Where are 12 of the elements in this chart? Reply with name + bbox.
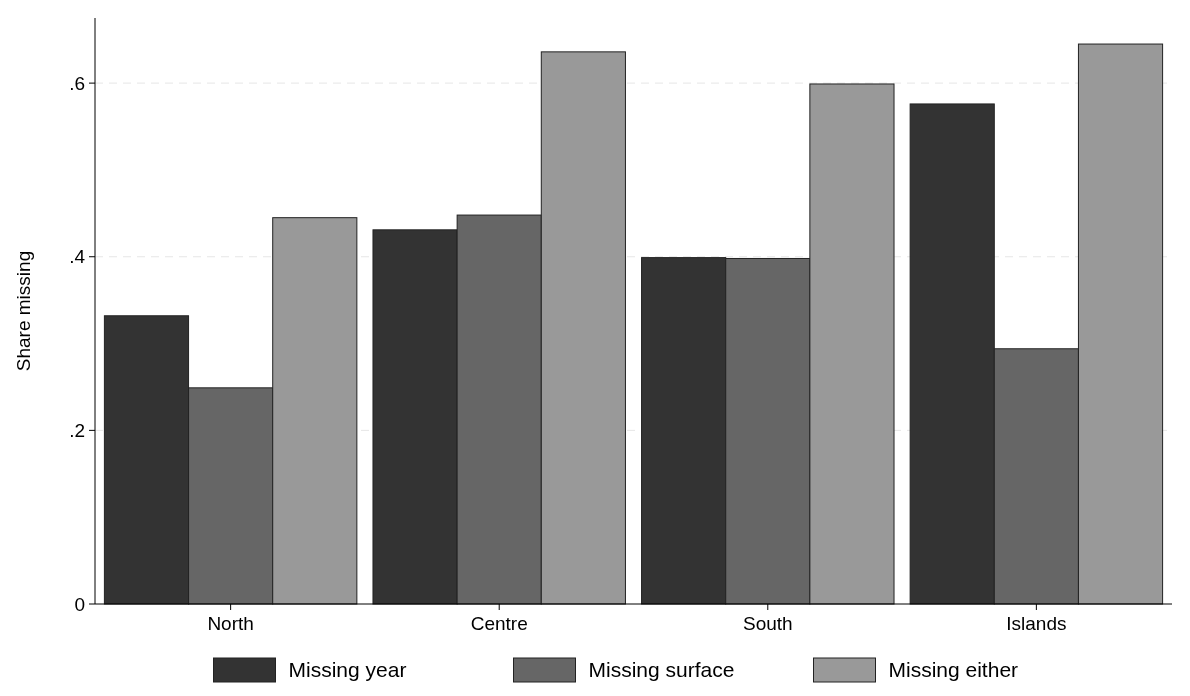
y-tick-label: 0: [74, 593, 85, 615]
legend-label: Missing surface: [588, 658, 735, 682]
x-tick-label: Centre: [470, 613, 528, 634]
legend-label: Missing year: [288, 658, 407, 682]
y-tick-label: .6: [69, 72, 85, 94]
y-tick-label: .4: [69, 246, 86, 268]
legend-label: Missing either: [888, 658, 1019, 682]
y-tick-label: .2: [69, 420, 85, 442]
x-tick-label: South: [742, 613, 793, 634]
x-tick-label: Islands: [1006, 613, 1067, 634]
x-tick-label: North: [207, 613, 254, 634]
y-axis-title: Share missing: [13, 250, 34, 372]
